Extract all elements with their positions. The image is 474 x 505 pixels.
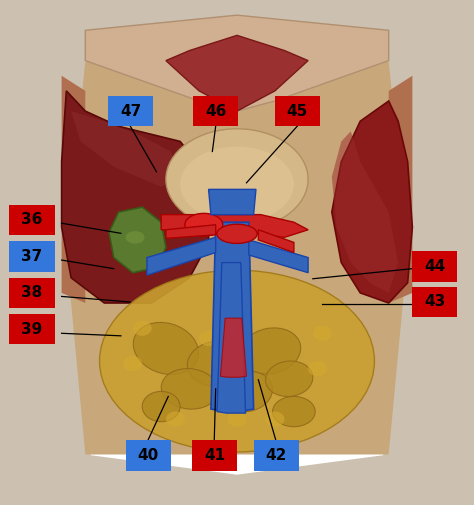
- FancyBboxPatch shape: [9, 278, 55, 308]
- Polygon shape: [166, 35, 308, 111]
- Text: 39: 39: [21, 322, 43, 337]
- Ellipse shape: [240, 328, 301, 374]
- Text: 36: 36: [21, 212, 43, 227]
- Text: 42: 42: [265, 448, 287, 463]
- Ellipse shape: [313, 326, 332, 341]
- Polygon shape: [166, 225, 216, 238]
- Polygon shape: [0, 454, 474, 505]
- Text: 44: 44: [424, 259, 446, 274]
- Polygon shape: [220, 318, 246, 377]
- Polygon shape: [109, 207, 166, 273]
- Ellipse shape: [142, 391, 180, 422]
- Polygon shape: [211, 222, 254, 412]
- Polygon shape: [62, 76, 85, 303]
- Ellipse shape: [185, 213, 223, 236]
- Text: 45: 45: [287, 104, 308, 119]
- Polygon shape: [217, 263, 246, 413]
- Polygon shape: [161, 215, 308, 237]
- Ellipse shape: [180, 146, 294, 222]
- FancyBboxPatch shape: [412, 251, 457, 282]
- Ellipse shape: [133, 321, 152, 336]
- FancyBboxPatch shape: [108, 96, 153, 126]
- Text: 46: 46: [205, 104, 227, 119]
- Polygon shape: [66, 61, 408, 454]
- Ellipse shape: [265, 412, 284, 427]
- Ellipse shape: [126, 231, 145, 243]
- Polygon shape: [332, 101, 412, 303]
- Text: 41: 41: [204, 448, 225, 463]
- FancyBboxPatch shape: [9, 205, 55, 235]
- Text: 43: 43: [424, 294, 446, 310]
- Text: 37: 37: [21, 249, 43, 264]
- Ellipse shape: [228, 412, 246, 427]
- FancyBboxPatch shape: [254, 440, 299, 471]
- Ellipse shape: [133, 322, 199, 375]
- Polygon shape: [379, 0, 474, 505]
- Ellipse shape: [265, 361, 313, 396]
- FancyBboxPatch shape: [412, 287, 457, 317]
- FancyBboxPatch shape: [126, 440, 171, 471]
- Ellipse shape: [166, 412, 185, 427]
- Polygon shape: [0, 0, 474, 61]
- Polygon shape: [85, 15, 389, 111]
- Ellipse shape: [187, 341, 249, 386]
- Ellipse shape: [308, 361, 327, 376]
- FancyBboxPatch shape: [193, 96, 238, 126]
- Ellipse shape: [161, 369, 218, 409]
- Polygon shape: [62, 91, 209, 303]
- Text: 40: 40: [137, 448, 159, 463]
- Ellipse shape: [123, 356, 142, 371]
- Ellipse shape: [220, 371, 273, 412]
- Text: 38: 38: [21, 285, 43, 300]
- Polygon shape: [332, 131, 398, 293]
- FancyBboxPatch shape: [275, 96, 320, 126]
- Polygon shape: [258, 230, 294, 252]
- Polygon shape: [389, 76, 412, 303]
- Ellipse shape: [100, 270, 374, 452]
- FancyBboxPatch shape: [9, 314, 55, 344]
- Ellipse shape: [199, 331, 218, 346]
- Ellipse shape: [166, 129, 308, 230]
- Text: 47: 47: [120, 104, 141, 119]
- Ellipse shape: [273, 396, 315, 427]
- Polygon shape: [209, 189, 256, 215]
- Polygon shape: [71, 111, 180, 187]
- Polygon shape: [0, 0, 95, 505]
- FancyBboxPatch shape: [192, 440, 237, 471]
- Polygon shape: [147, 237, 216, 275]
- Ellipse shape: [217, 224, 257, 243]
- FancyBboxPatch shape: [9, 241, 55, 272]
- Polygon shape: [249, 240, 308, 273]
